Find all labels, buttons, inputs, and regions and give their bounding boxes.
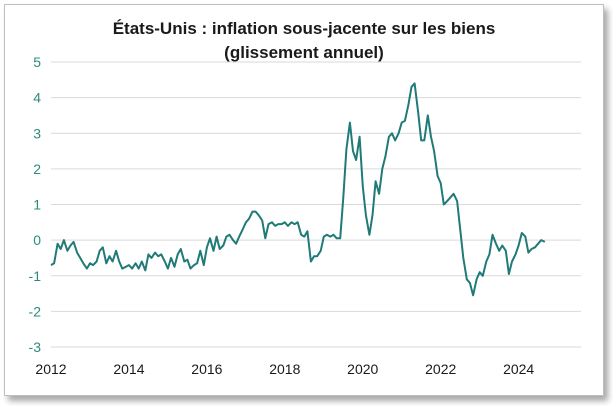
line-chart: 5 4 3 2 1 0 -1 -2 -3 2012 2014 2016 2018 2020 2022 2024 bbox=[29, 54, 581, 377]
x-tick-label: 2018 bbox=[269, 361, 300, 377]
x-tick-label: 2012 bbox=[35, 361, 66, 377]
x-tick-label: 2014 bbox=[113, 361, 144, 377]
chart-title-line1: États-Unis : inflation sous-jacente sur … bbox=[112, 19, 496, 38]
chart-title-line2: (glissement annuel) bbox=[224, 43, 384, 62]
y-tick-label: 1 bbox=[33, 197, 41, 213]
x-tick-label: 2020 bbox=[347, 361, 378, 377]
y-tick-label: 4 bbox=[33, 90, 41, 106]
chart-frame: États-Unis : inflation sous-jacente sur … bbox=[4, 4, 604, 396]
y-tick-label: 5 bbox=[33, 54, 41, 70]
x-tick-label: 2022 bbox=[425, 361, 456, 377]
y-tick-label: -1 bbox=[29, 268, 42, 284]
y-tick-label: 2 bbox=[33, 161, 41, 177]
y-tick-label: 0 bbox=[33, 232, 41, 248]
x-tick-label: 2016 bbox=[191, 361, 222, 377]
chart-title: États-Unis : inflation sous-jacente sur … bbox=[5, 17, 603, 65]
y-tick-label: 3 bbox=[33, 125, 41, 141]
x-tick-label: 2024 bbox=[503, 361, 534, 377]
y-tick-label: -3 bbox=[29, 339, 42, 355]
series-line bbox=[50, 82, 546, 297]
y-tick-label: -2 bbox=[29, 303, 42, 319]
